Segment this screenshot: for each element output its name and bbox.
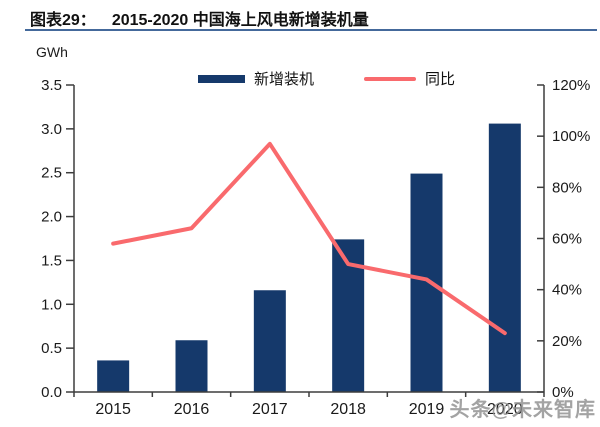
legend-item-bar-series: 新增装机 xyxy=(198,68,314,89)
x-axis-category-label: 2019 xyxy=(409,401,445,418)
line-series-swatch xyxy=(364,76,417,81)
bar-series-swatch xyxy=(198,74,245,83)
left-axis-tick-label: 1.5 xyxy=(41,252,62,269)
bar-2019 xyxy=(410,173,443,392)
left-axis-tick-label: 2.0 xyxy=(41,209,62,226)
left-axis-unit-label: GWh xyxy=(36,44,68,60)
x-axis-category-label: 2020 xyxy=(487,401,523,418)
bar-2016 xyxy=(175,340,208,392)
bar-2015 xyxy=(97,360,130,392)
bar-2017 xyxy=(253,290,286,392)
right-axis-tick-label: 0% xyxy=(552,384,574,401)
left-axis-tick-label: 0.0 xyxy=(41,384,62,401)
line-series-label: 同比 xyxy=(425,71,456,88)
right-axis-tick-label: 20% xyxy=(552,333,582,350)
left-axis-tick-label: 3.5 xyxy=(41,77,62,94)
figure-number-label: 图表29： xyxy=(30,12,96,29)
right-axis-tick-label: 60% xyxy=(552,231,582,248)
bar-2020 xyxy=(488,123,521,392)
figure-header: 图表29： 2015-2020 中国海上风电新增装机量 xyxy=(30,6,597,30)
left-axis-tick-label: 3.0 xyxy=(41,121,62,138)
x-axis-category-label: 2015 xyxy=(95,401,131,418)
legend-item-line-series: 同比 xyxy=(364,68,455,89)
x-axis-category-label: 2018 xyxy=(330,401,366,418)
x-axis-category-label: 2016 xyxy=(174,401,210,418)
watermark: 头条@未来智库 xyxy=(449,399,596,421)
left-axis-tick-label: 2.5 xyxy=(41,165,62,182)
left-axis-tick-label: 1.0 xyxy=(41,296,62,313)
right-axis-tick-label: 100% xyxy=(552,128,590,145)
figure-title: 2015-2020 中国海上风电新增装机量 xyxy=(111,12,369,29)
right-axis-tick-label: 120% xyxy=(552,77,590,94)
right-axis-tick-label: 80% xyxy=(552,179,582,196)
left-axis-tick-label: 0.5 xyxy=(41,340,62,357)
right-axis-tick-label: 40% xyxy=(552,282,582,299)
yoy-line xyxy=(111,141,507,336)
bar-series-label: 新增装机 xyxy=(254,71,315,88)
title-underline xyxy=(25,29,597,31)
x-axis-category-label: 2017 xyxy=(252,401,288,418)
chart-legend: 新增装机 同比 xyxy=(198,68,455,89)
